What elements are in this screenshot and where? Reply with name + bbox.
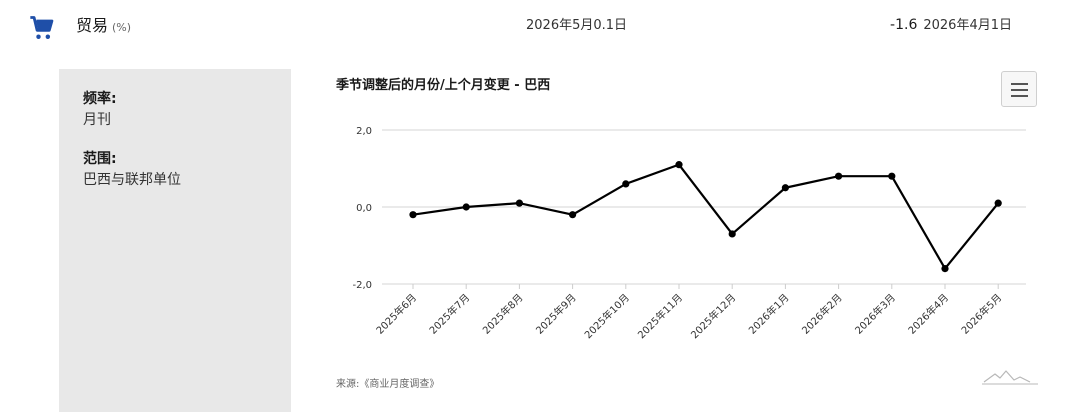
x-tick-label: 2025年6月: [373, 291, 419, 337]
data-point: [675, 161, 683, 169]
data-point: [462, 203, 470, 211]
indicator-unit: (%): [112, 21, 132, 34]
data-point: [888, 172, 896, 180]
x-tick-label: 2025年11月: [635, 291, 685, 341]
chart-source: 来源:《商业月度调查》: [336, 379, 440, 390]
previous-value: -1.6: [890, 17, 918, 33]
mountain-logo-icon: [982, 370, 1038, 385]
indicator-name: 贸易: [76, 16, 109, 35]
indicator-previous: -1.6 2026年4月1日: [890, 14, 1012, 33]
scope-label: 范围:: [83, 151, 117, 167]
scope-value: 巴西与联邦单位: [83, 172, 181, 188]
x-tick-label: 2025年10月: [582, 291, 632, 341]
frequency-value: 月刊: [83, 112, 111, 128]
data-point: [622, 180, 630, 188]
x-tick-label: 2026年5月: [958, 291, 1004, 337]
x-tick-label: 2025年7月: [426, 291, 472, 337]
info-sidebar: 频率: 月刊 范围: 巴西与联邦单位: [59, 69, 291, 412]
data-point: [569, 211, 577, 219]
x-tick-label: 2026年1月: [746, 291, 792, 337]
data-point: [515, 199, 524, 207]
data-point: [409, 211, 417, 219]
frequency-label: 频率:: [83, 91, 117, 107]
data-point: [728, 230, 736, 238]
indicator-date: 2026年5月0.1日: [526, 18, 628, 33]
data-point: [941, 265, 949, 273]
x-tick-label: 2025年8月: [480, 291, 526, 337]
shopping-cart-icon: [30, 16, 54, 39]
hamburger-icon-bar-3: [1011, 95, 1028, 97]
x-tick-label: 2026年4月: [905, 291, 951, 337]
chart-menu-button[interactable]: [1001, 71, 1037, 107]
hamburger-icon-bar-1: [1011, 83, 1028, 85]
indicator-title[interactable]: 贸易 (%): [76, 12, 131, 36]
data-point: [994, 199, 1002, 207]
x-tick-label: 2026年3月: [852, 291, 898, 337]
data-point: [835, 172, 843, 180]
series-line: [412, 163, 1000, 270]
y-tick-label: 2,0: [356, 126, 372, 137]
x-tick-label: 2025年9月: [533, 291, 579, 337]
scope-block: 范围: 巴西与联邦单位: [83, 149, 181, 191]
x-tick-label: 2025年12月: [688, 291, 738, 341]
y-tick-label: 0,0: [356, 203, 372, 214]
hamburger-icon-bar-2: [1011, 89, 1028, 91]
frequency-block: 频率: 月刊: [83, 89, 117, 131]
y-tick-label: -2,0: [352, 280, 372, 291]
x-tick-label: 2026年2月: [799, 291, 845, 337]
data-point: [781, 184, 790, 192]
chart-title: 季节调整后的月份/上个月变更 - 巴西: [336, 78, 551, 93]
previous-date: 2026年4月1日: [923, 18, 1012, 33]
